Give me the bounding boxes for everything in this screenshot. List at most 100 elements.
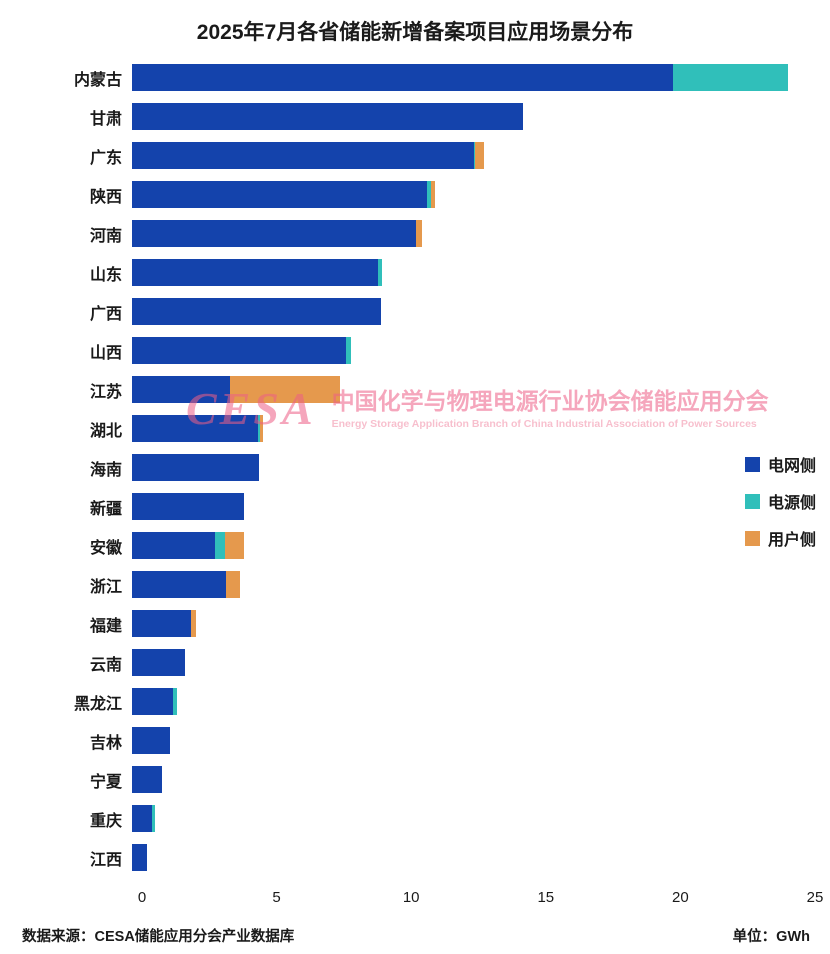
chart-row: 广东 (0, 136, 815, 175)
bar-segment-source-side (215, 532, 225, 559)
bar-segment-grid-side (132, 220, 417, 247)
bar-segment-grid-side (132, 532, 216, 559)
bar-stack (132, 142, 815, 169)
bar-segment-grid-side (132, 259, 378, 286)
chart-row: 湖北 (0, 409, 815, 448)
legend-item-grid-side: 电网侧 (744, 452, 816, 476)
category-label: 江西 (89, 851, 122, 869)
x-tick-label: 20 (672, 889, 689, 906)
bar-stack (132, 532, 815, 559)
chart-row: 甘肃 (0, 97, 815, 136)
bar-segment-grid-side (132, 688, 173, 715)
bar-segment-grid-side (132, 649, 186, 676)
bar-stack (132, 727, 815, 754)
legend-item-user-side: 用户侧 (744, 526, 816, 550)
category-label: 宁夏 (89, 773, 122, 791)
bar-segment-source-side (473, 142, 475, 169)
chart-row: 福建 (0, 604, 815, 643)
category-label: 福建 (89, 617, 122, 635)
bar-stack (132, 571, 815, 598)
chart-row: 重庆 (0, 799, 815, 838)
category-label: 江苏 (89, 383, 122, 401)
bar-segment-grid-side (132, 727, 171, 754)
category-label: 云南 (89, 656, 122, 674)
bar-segment-grid-side (132, 181, 428, 208)
category-label: 广东 (89, 149, 122, 167)
chart-row: 海南 (0, 448, 815, 487)
chart-row: 安徽 (0, 526, 815, 565)
category-label: 广西 (89, 305, 122, 323)
chart-row: 浙江 (0, 565, 815, 604)
legend-swatch-source-side (744, 493, 760, 509)
chart-row: 山东 (0, 253, 815, 292)
bar-segment-user-side (190, 610, 197, 637)
bar-segment-source-side (152, 805, 156, 832)
bar-stack (132, 376, 815, 403)
bar-stack (132, 181, 815, 208)
category-label: 陕西 (89, 188, 122, 206)
legend-label-grid-side: 电网侧 (767, 458, 816, 475)
chart-footer: 数据来源：CESA储能应用分会产业数据库 单位：GWh (0, 925, 830, 946)
bar-segment-grid-side (132, 844, 148, 871)
bar-segment-grid-side (132, 103, 523, 130)
chart-row: 江西 (0, 838, 815, 877)
bar-segment-grid-side (132, 64, 673, 91)
bar-segment-source-side (427, 181, 432, 208)
bar-segment-user-side (416, 220, 422, 247)
x-axis: 0 5 10 15 20 25 (138, 885, 824, 913)
x-tick-label: 0 (137, 889, 147, 906)
legend: 电网侧 电源侧 用户侧 (744, 452, 816, 550)
legend-swatch-user-side (744, 530, 760, 546)
bar-stack (132, 844, 815, 871)
bar-segment-grid-side (132, 493, 244, 520)
chart-title: 2025年7月各省储能新增备案项目应用场景分布 (196, 21, 634, 44)
bar-segment-user-side (431, 181, 436, 208)
category-label: 吉林 (89, 734, 122, 752)
bar-stack (132, 805, 815, 832)
x-tick-label: 10 (402, 889, 420, 906)
bar-stack (132, 259, 815, 286)
unit-note: 单位：GWh (732, 929, 810, 945)
category-label: 山东 (89, 266, 122, 284)
category-label: 山西 (89, 344, 122, 362)
bar-segment-source-side (672, 64, 788, 91)
bar-segment-grid-side (132, 337, 347, 364)
legend-label-source-side: 电源侧 (767, 495, 816, 512)
category-label: 湖北 (89, 422, 122, 440)
x-tick-label: 5 (272, 889, 281, 906)
bar-segment-source-side (377, 259, 382, 286)
category-label: 甘肃 (89, 110, 122, 128)
bar-segment-grid-side (132, 805, 153, 832)
chart-row: 广西 (0, 292, 815, 331)
bar-segment-source-side (346, 337, 351, 364)
chart-row: 江苏 (0, 370, 815, 409)
legend-item-source-side: 电源侧 (744, 489, 816, 513)
chart-row: 山西 (0, 331, 815, 370)
bar-stack (132, 610, 815, 637)
bar-segment-source-side (257, 415, 261, 442)
bar-stack (132, 64, 815, 91)
bar-stack (132, 688, 815, 715)
bar-stack (132, 337, 815, 364)
bar-segment-grid-side (132, 571, 227, 598)
chart-row: 新疆 (0, 487, 815, 526)
chart-rows: 内蒙古 甘肃 广东 陕西 河南 山东 广西 山西 江苏 湖北 海南 新疆 安徽 浙江 福建 云南 黑龙江 吉林 宁夏… (0, 58, 815, 877)
data-source-note: 数据来源：CESA储能应用分会产业数据库 (22, 929, 295, 945)
bar-stack (132, 493, 815, 520)
bar-segment-user-side (224, 532, 244, 559)
chart-row: 云南 (0, 643, 815, 682)
bar-chart: 内蒙古 甘肃 广东 陕西 河南 山东 广西 山西 江苏 湖北 海南 新疆 安徽 浙江 福建 云南 黑龙江 吉林 宁夏… (0, 58, 824, 913)
bar-segment-grid-side (132, 298, 381, 325)
category-label: 河南 (89, 227, 122, 245)
bar-stack (132, 103, 815, 130)
category-label: 重庆 (89, 812, 122, 830)
bar-stack (132, 415, 815, 442)
chart-row: 宁夏 (0, 760, 815, 799)
bar-stack (132, 220, 815, 247)
chart-row: 内蒙古 (0, 58, 815, 97)
chart-row: 吉林 (0, 721, 815, 760)
bar-stack (132, 454, 815, 481)
legend-swatch-grid-side (744, 456, 760, 472)
x-tick-label: 15 (537, 889, 555, 906)
category-label: 内蒙古 (73, 71, 122, 89)
